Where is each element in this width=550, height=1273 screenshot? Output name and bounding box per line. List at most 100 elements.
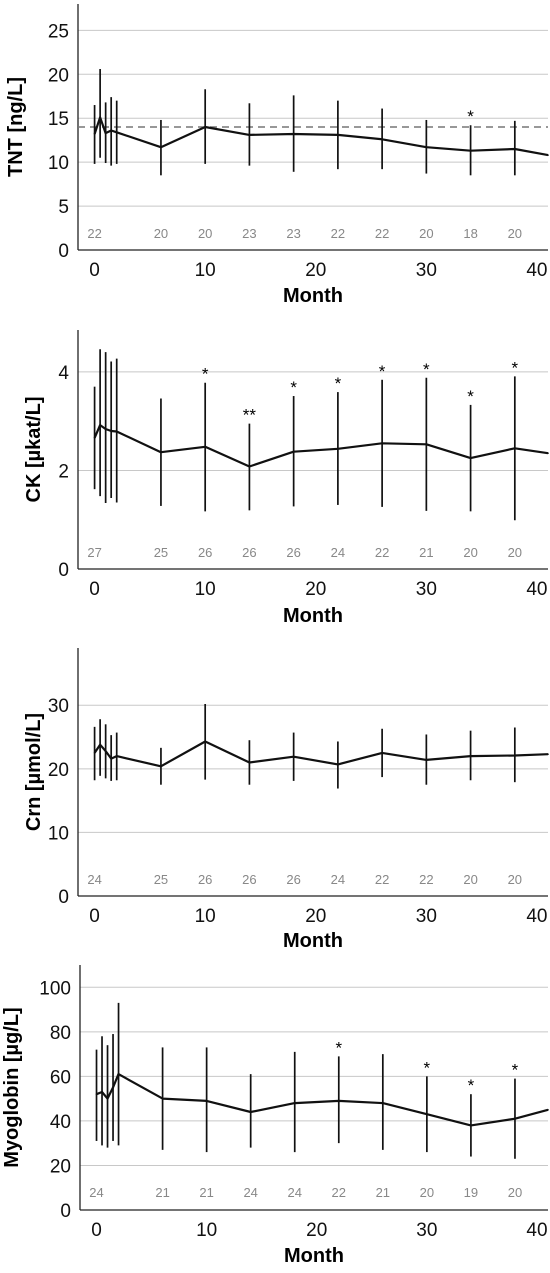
data-point bbox=[106, 1097, 109, 1100]
y-tick-label: 0 bbox=[58, 560, 69, 581]
data-point bbox=[99, 116, 101, 119]
x-tick-label: 0 bbox=[89, 906, 100, 927]
y-axis-title: TNT [ng/L] bbox=[5, 77, 27, 177]
significance-marker: * bbox=[202, 365, 209, 384]
y-tick-label: 0 bbox=[58, 241, 69, 262]
sample-size-label: 26 bbox=[286, 872, 300, 887]
data-point bbox=[110, 757, 112, 760]
data-point bbox=[514, 148, 516, 150]
sample-size-label: 26 bbox=[198, 872, 212, 887]
sample-size-label: 22 bbox=[375, 545, 389, 560]
data-point bbox=[337, 134, 339, 136]
data-point bbox=[110, 430, 112, 432]
data-point bbox=[160, 451, 162, 454]
y-tick-label: 60 bbox=[50, 1067, 71, 1088]
sample-size-label: 22 bbox=[87, 226, 101, 241]
data-point bbox=[248, 465, 251, 468]
data-point bbox=[469, 149, 472, 152]
data-point bbox=[293, 1102, 296, 1104]
data-point bbox=[470, 1124, 472, 1127]
data-point bbox=[292, 133, 295, 135]
sample-size-label: 24 bbox=[87, 872, 101, 887]
sample-size-label: 23 bbox=[286, 226, 300, 241]
y-tick-label: 0 bbox=[58, 887, 69, 908]
x-tick-label: 20 bbox=[305, 906, 326, 927]
significance-marker: * bbox=[335, 374, 342, 393]
data-point bbox=[104, 428, 107, 430]
x-tick-label: 30 bbox=[416, 579, 437, 600]
sample-size-label: 24 bbox=[243, 1185, 257, 1200]
x-tick-label: 30 bbox=[416, 906, 437, 927]
sample-size-label: 20 bbox=[420, 1185, 434, 1200]
y-tick-label: 80 bbox=[50, 1023, 71, 1044]
sample-size-label: 18 bbox=[463, 226, 477, 241]
data-point bbox=[95, 1093, 98, 1095]
y-tick-label: 20 bbox=[50, 1156, 71, 1177]
x-tick-label: 10 bbox=[196, 1220, 217, 1241]
data-point bbox=[381, 442, 383, 445]
sample-size-label: 26 bbox=[242, 872, 256, 887]
sample-size-label: 24 bbox=[331, 545, 345, 560]
data-point bbox=[337, 1100, 340, 1102]
data-point bbox=[514, 447, 516, 450]
data-point bbox=[547, 753, 549, 755]
sample-size-label: 20 bbox=[419, 226, 433, 241]
data-point bbox=[381, 752, 383, 754]
significance-marker: * bbox=[512, 358, 519, 377]
significance-marker: * bbox=[468, 1076, 475, 1095]
data-point bbox=[204, 740, 206, 743]
data-point bbox=[547, 452, 549, 454]
data-point bbox=[425, 443, 428, 446]
data-point bbox=[248, 134, 251, 136]
significance-marker: ** bbox=[243, 406, 257, 425]
y-tick-label: 4 bbox=[58, 363, 69, 384]
x-tick-label: 20 bbox=[305, 260, 326, 281]
sample-size-label: 25 bbox=[154, 872, 168, 887]
x-axis-title: Month bbox=[284, 1245, 344, 1267]
sample-size-label: 21 bbox=[155, 1185, 169, 1200]
data-point bbox=[160, 146, 162, 149]
y-tick-label: 20 bbox=[48, 65, 69, 86]
x-tick-label: 30 bbox=[416, 1220, 437, 1241]
sample-size-label: 25 bbox=[154, 545, 168, 560]
data-point bbox=[99, 424, 101, 426]
data-point bbox=[115, 755, 118, 757]
data-point bbox=[469, 457, 472, 459]
data-point bbox=[160, 765, 162, 768]
data-point bbox=[469, 755, 472, 757]
data-point bbox=[425, 146, 428, 149]
y-axis-title: CK [µkat/L] bbox=[23, 397, 45, 503]
x-tick-label: 40 bbox=[526, 906, 547, 927]
y-tick-label: 30 bbox=[48, 696, 69, 717]
sample-size-label: 21 bbox=[419, 545, 433, 560]
sample-size-label: 20 bbox=[508, 872, 522, 887]
y-tick-label: 2 bbox=[58, 461, 69, 482]
x-tick-label: 40 bbox=[526, 1220, 547, 1241]
data-point bbox=[381, 138, 383, 141]
x-tick-label: 40 bbox=[526, 260, 547, 281]
data-point bbox=[547, 1108, 549, 1111]
sample-size-label: 21 bbox=[199, 1185, 213, 1200]
significance-marker: * bbox=[423, 360, 430, 379]
x-tick-label: 20 bbox=[305, 579, 326, 600]
series-line bbox=[93, 424, 549, 468]
sample-size-label: 24 bbox=[89, 1185, 103, 1200]
data-point bbox=[547, 154, 549, 156]
series-line bbox=[93, 116, 549, 157]
y-tick-label: 25 bbox=[48, 21, 69, 42]
data-point bbox=[115, 430, 118, 433]
sample-size-label: 19 bbox=[464, 1185, 478, 1200]
data-point bbox=[248, 761, 251, 764]
sample-size-label: 20 bbox=[463, 545, 477, 560]
y-axis-title: Myoglobin [µg/L] bbox=[1, 1007, 23, 1167]
x-tick-label: 0 bbox=[89, 579, 100, 600]
data-point bbox=[204, 126, 206, 128]
data-point bbox=[112, 1086, 114, 1089]
data-point bbox=[205, 1100, 208, 1102]
data-point bbox=[99, 743, 101, 746]
data-point bbox=[93, 437, 96, 439]
x-axis-title: Month bbox=[283, 930, 343, 952]
data-point bbox=[101, 1091, 103, 1093]
significance-marker: * bbox=[335, 1038, 342, 1057]
